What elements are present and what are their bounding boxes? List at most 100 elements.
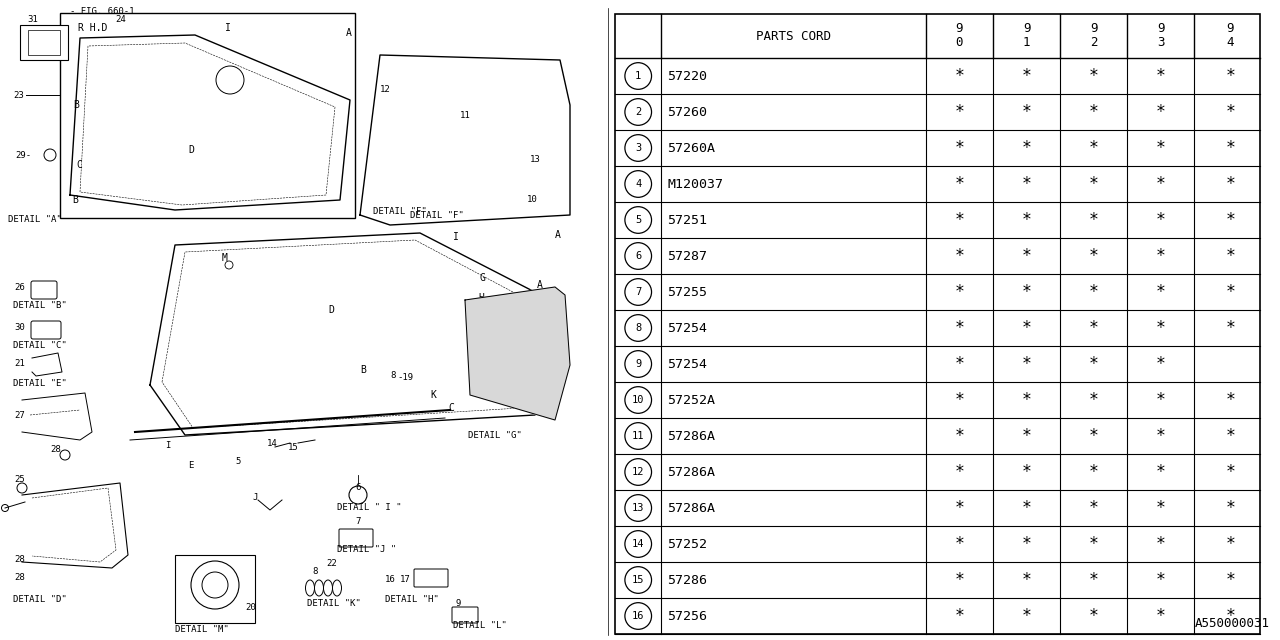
Text: 28: 28	[50, 445, 60, 454]
Text: 11: 11	[632, 431, 644, 441]
Text: *: *	[1156, 535, 1166, 553]
Text: *: *	[955, 499, 964, 517]
Polygon shape	[150, 233, 561, 435]
Text: *: *	[1088, 355, 1098, 373]
Text: *: *	[1021, 571, 1032, 589]
Text: *: *	[955, 355, 964, 373]
Text: *: *	[1021, 463, 1032, 481]
Text: *: *	[955, 67, 964, 85]
Text: *: *	[1021, 427, 1032, 445]
Text: DETAIL "E": DETAIL "E"	[13, 378, 67, 387]
Text: 57252: 57252	[667, 538, 708, 550]
Text: *: *	[1225, 607, 1235, 625]
Text: A: A	[346, 28, 352, 38]
Text: 14: 14	[632, 539, 644, 549]
Text: 20: 20	[244, 604, 256, 612]
Text: DETAIL "A": DETAIL "A"	[8, 216, 61, 225]
Text: 12: 12	[632, 467, 644, 477]
Text: 29-: 29-	[15, 150, 31, 159]
FancyBboxPatch shape	[339, 529, 372, 547]
Text: *: *	[955, 571, 964, 589]
Text: 57254: 57254	[667, 358, 708, 371]
Text: *: *	[1156, 67, 1166, 85]
Text: *: *	[1088, 67, 1098, 85]
Text: 28: 28	[14, 573, 24, 582]
Text: *: *	[1156, 355, 1166, 373]
Text: 9
1: 9 1	[1023, 22, 1030, 49]
Text: *: *	[1088, 139, 1098, 157]
Text: DETAIL "F": DETAIL "F"	[372, 207, 426, 216]
Text: B: B	[73, 100, 79, 110]
Text: D: D	[328, 305, 334, 315]
FancyBboxPatch shape	[452, 607, 477, 623]
Text: E: E	[188, 461, 193, 470]
Text: -18: -18	[413, 575, 429, 584]
Text: 15: 15	[288, 444, 298, 452]
Text: 17: 17	[399, 575, 411, 584]
Text: *: *	[1021, 535, 1032, 553]
Text: 23: 23	[13, 90, 24, 99]
Text: L: L	[512, 345, 518, 355]
Text: 9
4: 9 4	[1226, 22, 1234, 49]
Text: *: *	[1088, 211, 1098, 229]
Text: *: *	[1156, 283, 1166, 301]
Text: *: *	[1225, 571, 1235, 589]
Text: 21: 21	[14, 358, 24, 367]
Text: 14: 14	[268, 438, 278, 447]
Text: 26: 26	[14, 284, 24, 292]
Text: 57255: 57255	[667, 285, 708, 298]
Text: 2: 2	[635, 107, 641, 117]
Text: 31: 31	[27, 15, 37, 24]
Text: D: D	[188, 145, 193, 155]
Text: 57286A: 57286A	[667, 502, 716, 515]
Text: 5: 5	[236, 458, 241, 467]
Text: *: *	[1225, 283, 1235, 301]
Text: *: *	[1088, 319, 1098, 337]
Text: *: *	[955, 391, 964, 409]
Text: *: *	[1225, 535, 1235, 553]
Text: *: *	[1088, 499, 1098, 517]
Bar	[20, 25, 68, 60]
Text: 13: 13	[632, 503, 644, 513]
Text: PARTS CORD: PARTS CORD	[756, 29, 831, 42]
Text: *: *	[1088, 283, 1098, 301]
Text: *: *	[1225, 319, 1235, 337]
Text: 3: 3	[561, 378, 566, 387]
Text: *: *	[1021, 67, 1032, 85]
Text: 4: 4	[556, 390, 562, 399]
Text: *: *	[1156, 571, 1166, 589]
Text: *: *	[955, 139, 964, 157]
Polygon shape	[360, 55, 570, 225]
FancyBboxPatch shape	[31, 321, 61, 339]
Text: 15: 15	[632, 575, 644, 585]
Text: A: A	[538, 280, 543, 290]
Polygon shape	[70, 35, 349, 210]
Text: *: *	[955, 211, 964, 229]
Ellipse shape	[306, 580, 315, 596]
Text: 57286A: 57286A	[667, 465, 716, 479]
Text: I: I	[453, 232, 458, 242]
Text: *: *	[1225, 211, 1235, 229]
Text: 30: 30	[14, 323, 24, 333]
Text: B: B	[360, 365, 366, 375]
Text: *: *	[955, 247, 964, 265]
Text: 1: 1	[635, 71, 641, 81]
Text: C: C	[76, 160, 82, 170]
Text: 10: 10	[527, 195, 538, 205]
Text: 57286: 57286	[667, 573, 708, 586]
Text: 57260A: 57260A	[667, 141, 716, 154]
Text: *: *	[1088, 427, 1098, 445]
Text: *: *	[1088, 175, 1098, 193]
Text: *: *	[1225, 247, 1235, 265]
Text: 8: 8	[390, 371, 396, 380]
Text: *: *	[1225, 139, 1235, 157]
Text: DETAIL "K": DETAIL "K"	[307, 598, 361, 607]
Text: DETAIL "J ": DETAIL "J "	[337, 545, 396, 554]
Text: DETAIL "C": DETAIL "C"	[13, 340, 67, 349]
Text: *: *	[1088, 391, 1098, 409]
Text: *: *	[1021, 607, 1032, 625]
Text: *: *	[955, 607, 964, 625]
Bar	[60, 13, 355, 218]
Text: 57256: 57256	[667, 609, 708, 623]
Text: *: *	[1156, 175, 1166, 193]
